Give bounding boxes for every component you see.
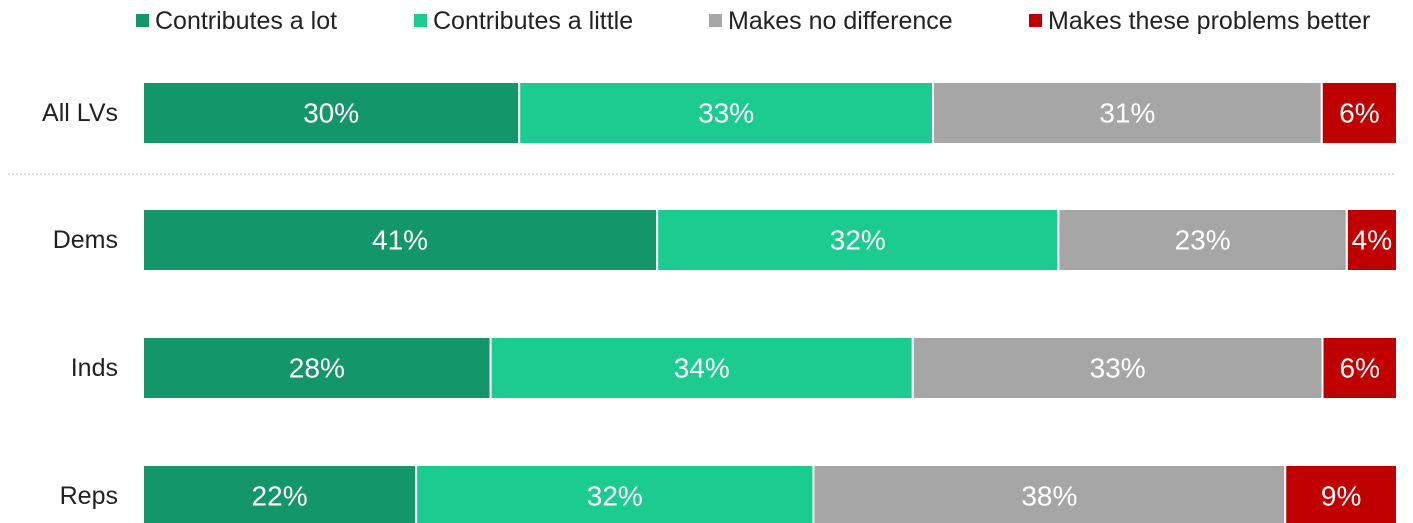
bar-segment: [489, 336, 914, 400]
bar-segment: [1284, 464, 1399, 523]
legend-swatch: [709, 14, 722, 27]
data-label: 32%: [587, 481, 643, 512]
bar-segment: [1320, 81, 1399, 145]
data-label: 38%: [1021, 481, 1077, 512]
bar-segment: [142, 81, 521, 145]
data-label: 28%: [289, 353, 345, 384]
data-label: 32%: [830, 225, 886, 256]
data-label: 4%: [1352, 225, 1392, 256]
legend-swatch: [1029, 14, 1042, 27]
bar-segment: [1345, 208, 1398, 272]
data-label: 34%: [674, 353, 730, 384]
bar-segment: [656, 208, 1060, 272]
legend-label: Makes no difference: [728, 7, 953, 35]
data-label: 33%: [698, 98, 754, 129]
data-label: 23%: [1175, 225, 1231, 256]
data-label: 6%: [1340, 353, 1380, 384]
bar-segment: [142, 336, 492, 400]
category-label: Reps: [60, 482, 118, 510]
legend-swatch: [414, 14, 427, 27]
legend-label: Contributes a little: [433, 7, 633, 35]
bar-segment: [415, 464, 815, 523]
legend-swatch: [136, 14, 149, 27]
category-label: All LVs: [42, 99, 118, 127]
bar-segment: [812, 464, 1287, 523]
bars: 30% 33% 31% 6% 41% 32% 23% 4% 28% 34% 33% 6% 22% 32% 3…: [142, 81, 1399, 523]
category-label: Inds: [71, 354, 118, 382]
bar-segment: [1321, 336, 1399, 400]
bar-segment: [911, 336, 1324, 400]
bar-segment: [142, 208, 659, 272]
legend-label: Makes these problems better: [1048, 7, 1370, 35]
data-label: 30%: [303, 98, 359, 129]
legend-label: Contributes a lot: [155, 7, 337, 35]
data-label: 41%: [372, 225, 428, 256]
data-label: 31%: [1099, 98, 1155, 129]
legend: Contributes a lot Contributes a little Mak…: [136, 7, 1370, 35]
data-label: 33%: [1090, 353, 1146, 384]
data-label: 9%: [1321, 481, 1361, 512]
data-label: 6%: [1339, 98, 1379, 129]
category-axis: All LVs Dems Inds Reps: [42, 99, 118, 510]
bar-segment: [518, 81, 935, 145]
bar-segment: [142, 464, 418, 523]
bar-segment: [1057, 208, 1348, 272]
data-label: 22%: [252, 481, 308, 512]
category-label: Dems: [53, 226, 118, 254]
